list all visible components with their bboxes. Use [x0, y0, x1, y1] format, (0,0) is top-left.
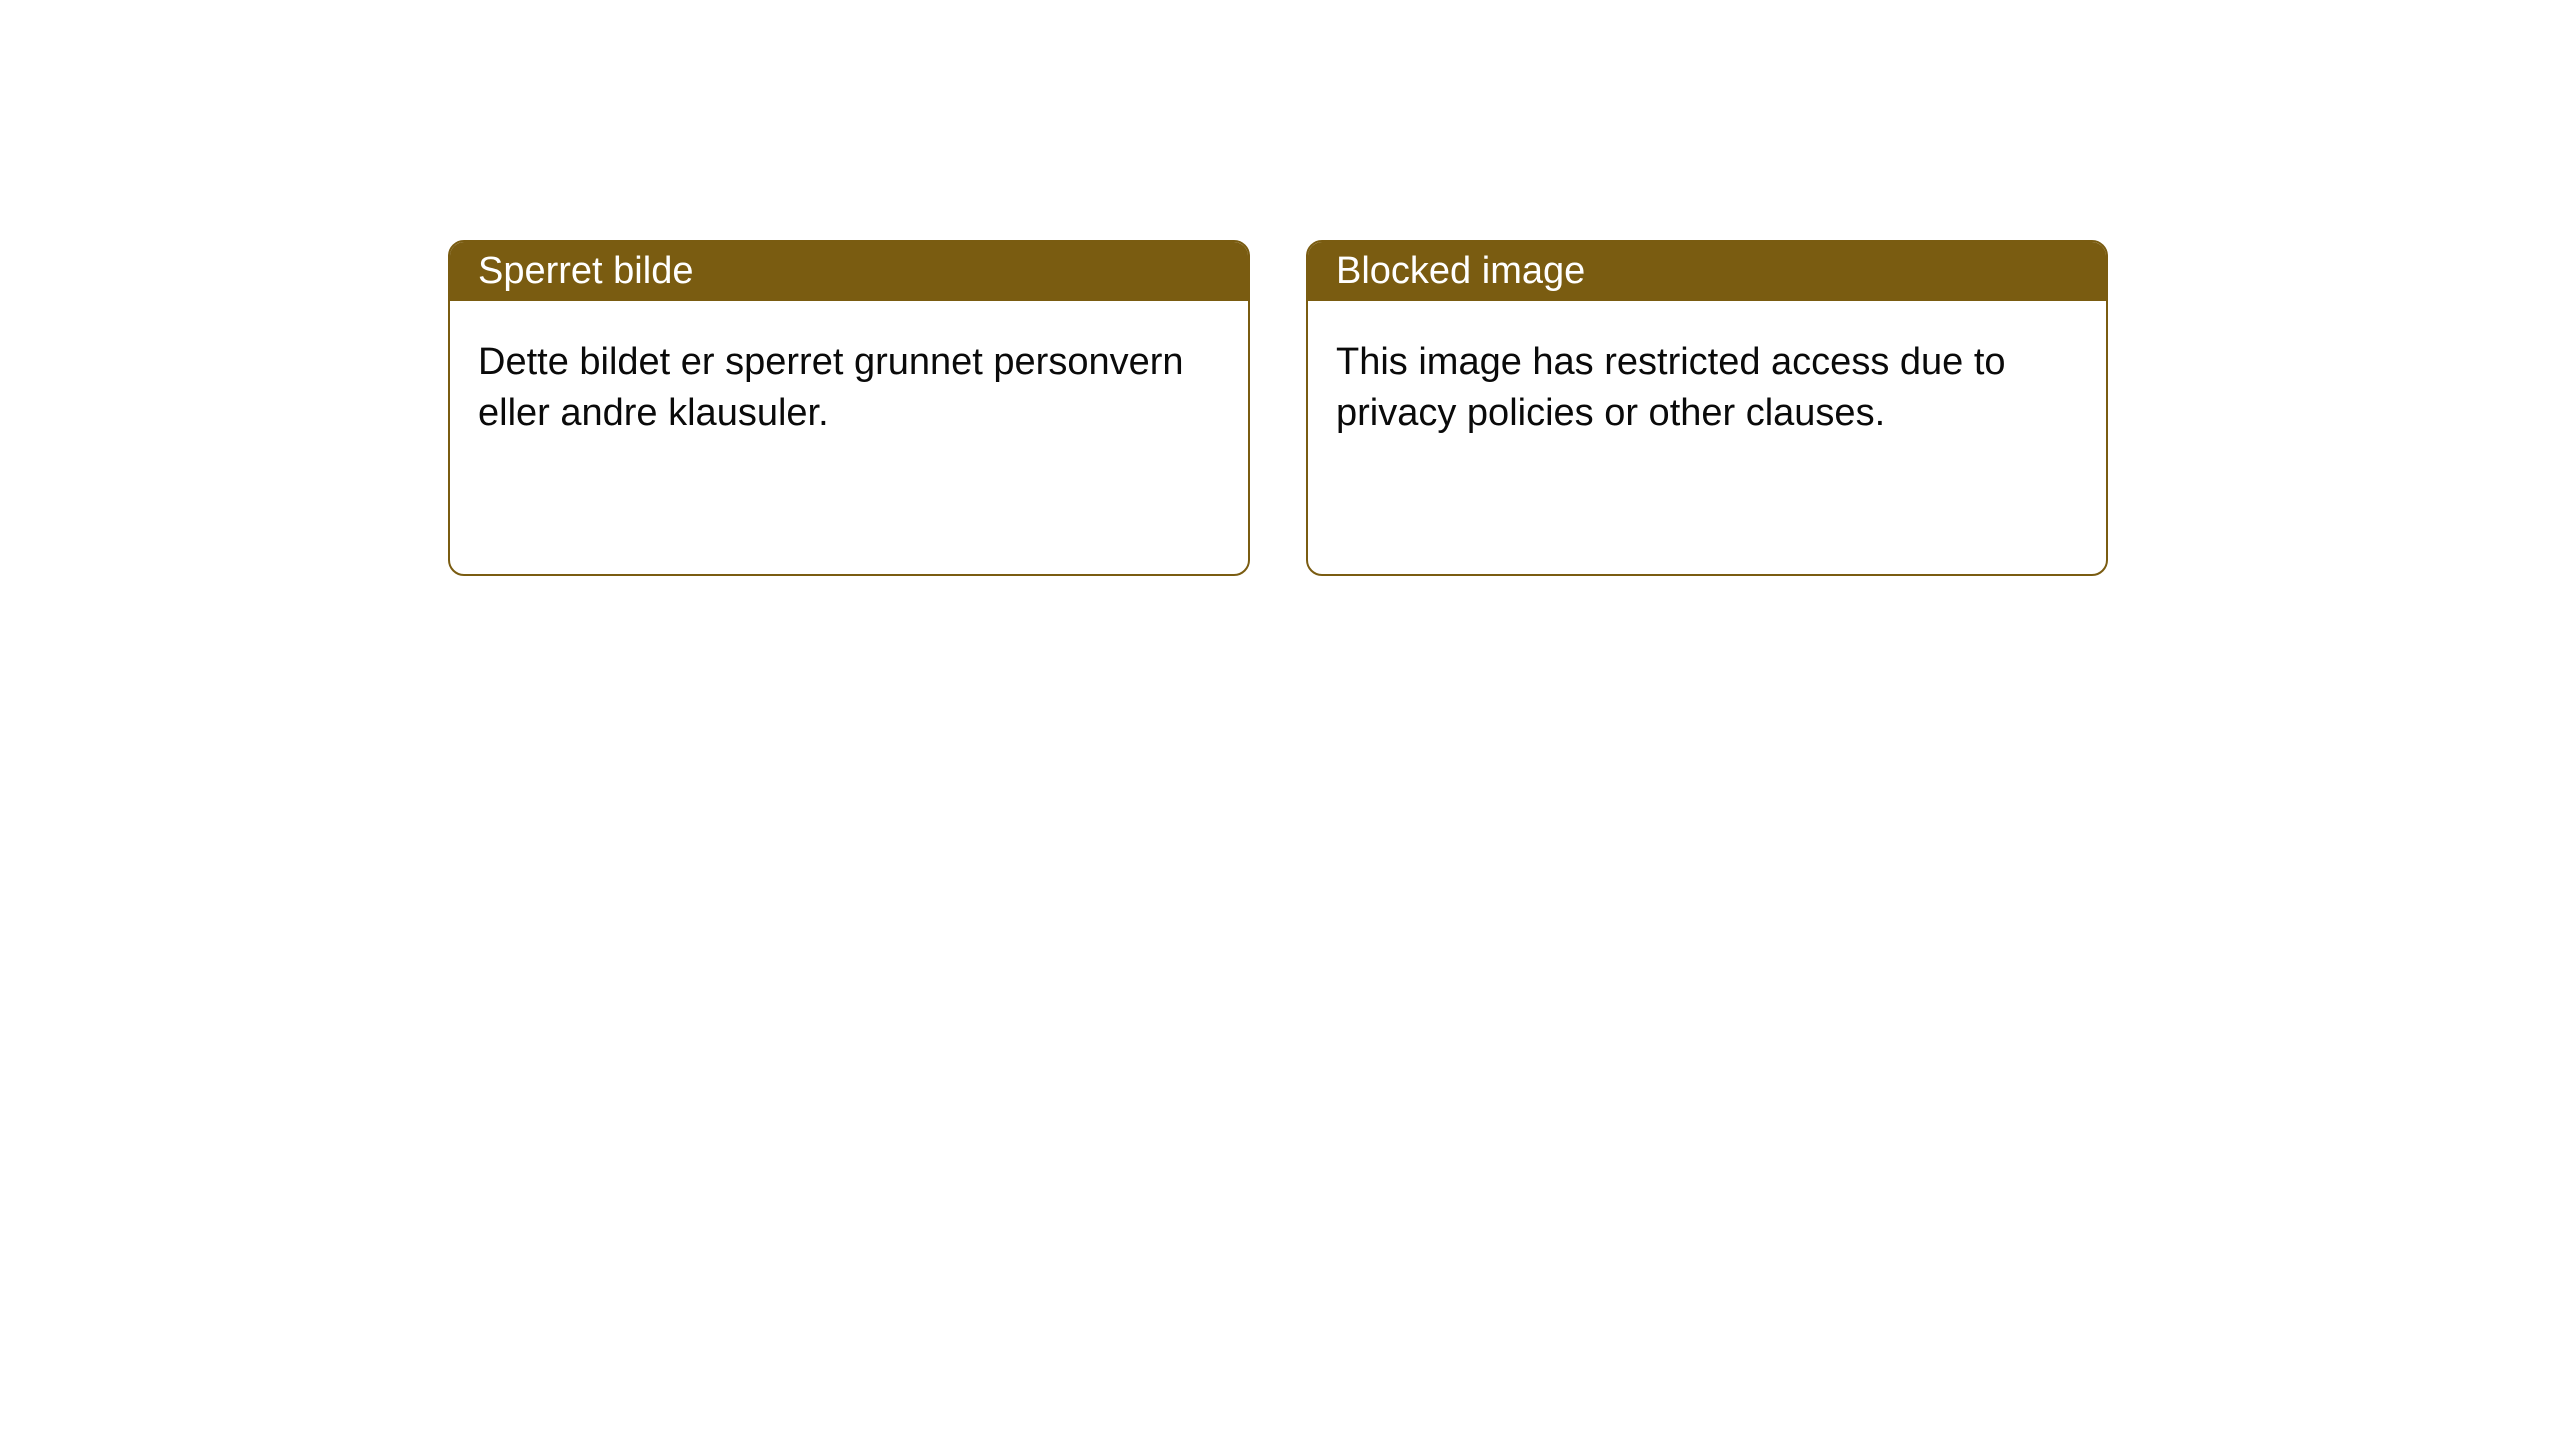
notice-card-body: This image has restricted access due to … [1308, 301, 2106, 476]
notice-card-title: Sperret bilde [450, 242, 1248, 301]
notice-cards-container: Sperret bilde Dette bildet er sperret gr… [448, 240, 2560, 576]
notice-card-norwegian: Sperret bilde Dette bildet er sperret gr… [448, 240, 1250, 576]
notice-card-english: Blocked image This image has restricted … [1306, 240, 2108, 576]
notice-card-title: Blocked image [1308, 242, 2106, 301]
notice-card-body: Dette bildet er sperret grunnet personve… [450, 301, 1248, 476]
